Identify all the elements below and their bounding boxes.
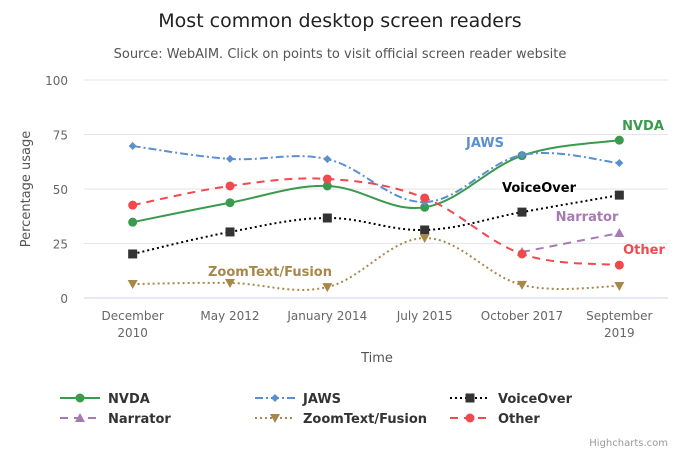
legend-marker[interactable] (75, 413, 85, 422)
x-tick-label: September (586, 309, 652, 323)
data-point-marker[interactable] (615, 159, 624, 168)
x-tick-label: 2019 (604, 326, 635, 340)
legend-marker[interactable] (465, 393, 475, 403)
chart-title: Most common desktop screen readers (158, 10, 521, 32)
chart-subtitle: Source: WebAIM. Click on points to visit… (114, 47, 567, 62)
series-narrator (517, 228, 625, 257)
series-voiceover (128, 190, 624, 259)
data-point-marker[interactable] (420, 202, 430, 212)
legend-marker[interactable] (465, 413, 475, 423)
data-point-marker[interactable] (322, 213, 332, 223)
series-label: JAWS (465, 136, 504, 151)
data-point-marker[interactable] (420, 225, 430, 235)
data-point-marker[interactable] (419, 234, 430, 244)
data-point-marker[interactable] (323, 155, 332, 164)
x-tick-label: July 2015 (396, 309, 453, 323)
series-line[interactable] (132, 194, 620, 255)
series-line[interactable] (132, 237, 620, 291)
series-label: ZoomText/Fusion (208, 265, 332, 280)
y-tick-label: 50 (53, 183, 68, 197)
data-point-marker[interactable] (226, 154, 234, 163)
series-other (128, 174, 624, 270)
legend-label: VoiceOver (498, 392, 573, 407)
data-point-marker[interactable] (322, 174, 332, 184)
y-tick-label: 0 (60, 292, 68, 306)
x-tick-label: January 2014 (286, 309, 367, 323)
series-label: Other (623, 243, 665, 258)
data-point-marker[interactable] (614, 228, 625, 238)
x-tick-label: October 2017 (481, 309, 563, 323)
data-point-marker[interactable] (322, 283, 333, 293)
data-point-marker[interactable] (517, 280, 527, 290)
series-jaws (128, 142, 624, 207)
data-point-marker[interactable] (225, 181, 235, 191)
data-point-marker[interactable] (517, 207, 527, 217)
data-point-marker[interactable] (127, 280, 138, 290)
y-tick-label: 25 (53, 238, 68, 252)
y-tick-label: 75 (53, 129, 68, 143)
series-label: NVDA (622, 119, 664, 134)
x-tick-label: 2010 (117, 326, 148, 340)
legend-marker[interactable] (270, 414, 280, 423)
series-line[interactable] (132, 177, 620, 267)
x-tick-label: May 2012 (200, 309, 259, 323)
data-point-marker[interactable] (128, 249, 138, 259)
legend-label: Narrator (108, 412, 171, 427)
data-point-marker[interactable] (225, 198, 235, 208)
data-point-marker[interactable] (225, 227, 235, 237)
y-tick-label: 100 (45, 74, 68, 88)
legend-item[interactable]: Other (450, 412, 540, 427)
series-line[interactable] (521, 232, 620, 253)
legend-label: Other (498, 412, 540, 427)
data-point-marker[interactable] (518, 150, 526, 159)
legend-item[interactable]: Narrator (60, 412, 171, 427)
x-tick-label: December (102, 309, 164, 323)
legend-label: JAWS (302, 392, 341, 407)
legend-item[interactable]: VoiceOver (450, 392, 573, 407)
data-point-marker[interactable] (614, 282, 625, 292)
legend-label: NVDA (108, 392, 150, 407)
series-label: VoiceOver (502, 181, 577, 196)
legend-item[interactable]: JAWS (255, 392, 341, 407)
legend-item[interactable]: ZoomText/Fusion (255, 412, 427, 427)
data-point-marker[interactable] (322, 181, 332, 191)
data-point-marker[interactable] (420, 193, 430, 203)
x-axis-label: Time (360, 351, 393, 366)
data-point-marker[interactable] (517, 249, 527, 259)
credits-link[interactable]: Highcharts.com (589, 438, 668, 449)
data-point-marker[interactable] (614, 190, 624, 200)
data-point-marker[interactable] (128, 200, 138, 210)
data-point-marker[interactable] (614, 260, 624, 270)
series-label: Narrator (556, 210, 619, 225)
data-point-marker[interactable] (128, 217, 138, 227)
legend-marker[interactable] (271, 394, 279, 402)
legend-item[interactable]: NVDA (60, 392, 150, 407)
legend-marker[interactable] (75, 393, 85, 403)
data-point-marker[interactable] (614, 135, 624, 145)
series-zoomtext-fusion (127, 234, 625, 293)
y-axis-label: Percentage usage (19, 131, 34, 248)
data-point-marker[interactable] (225, 278, 235, 288)
legend-label: ZoomText/Fusion (303, 412, 427, 427)
data-point-marker[interactable] (128, 142, 137, 151)
